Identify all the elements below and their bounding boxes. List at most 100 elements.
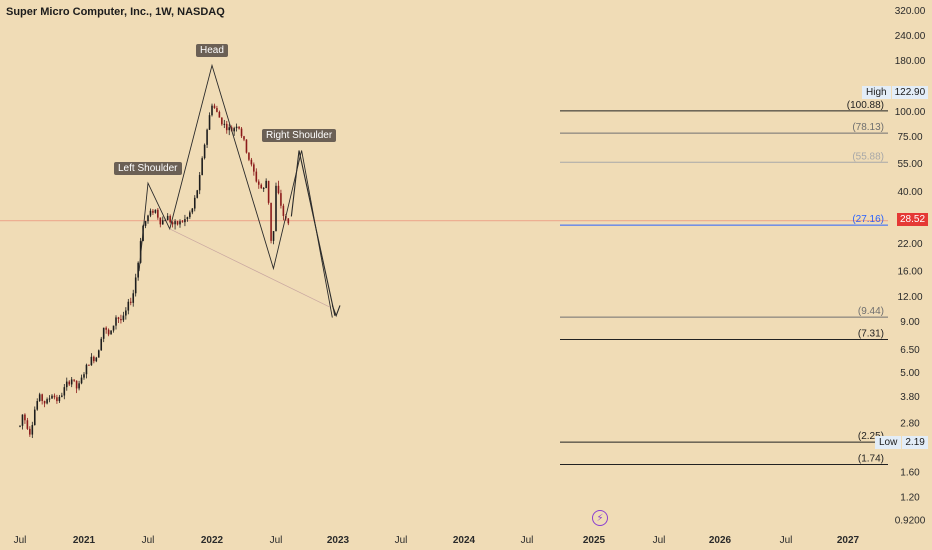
price-axis[interactable]: 320.00 240.00 180.00 100.00 75.00 55.00 40.00 2…: [895, 6, 926, 527]
candle-body: [38, 394, 41, 402]
y-tick-label-5: 55.00: [897, 159, 922, 170]
pattern-label-1[interactable]: Head: [196, 44, 228, 58]
candle-body: [275, 185, 277, 232]
level-label-7: (1.74): [858, 453, 884, 464]
candle-body: [164, 220, 167, 222]
x-tick-label-5: 2023: [327, 535, 350, 546]
candle-body: [80, 377, 83, 384]
level-label-2: (55.88): [852, 151, 884, 162]
candle-body: [110, 330, 112, 335]
candle-body: [132, 293, 135, 303]
candle-body: [26, 420, 29, 429]
candle-body: [218, 111, 221, 118]
candle-body: [260, 184, 263, 189]
candle-body: [240, 128, 243, 137]
candle-body: [255, 171, 258, 182]
candle-body: [159, 217, 162, 225]
candle-body: [68, 381, 71, 385]
candle-body: [24, 414, 26, 421]
candle-body: [112, 325, 115, 331]
lightning-icon[interactable]: ⚡: [592, 510, 608, 526]
candle-body: [253, 164, 255, 172]
x-tick-label-0: Jul: [14, 535, 27, 546]
x-tick-label-13: 2027: [837, 535, 860, 546]
candle-body: [154, 209, 157, 213]
candle-body: [238, 126, 240, 129]
y-tick-label-11: 6.50: [900, 345, 920, 356]
head-and-shoulders-pattern: [138, 63, 341, 318]
candle-body: [129, 301, 132, 303]
level-label-3: (27.16): [852, 214, 884, 225]
x-tick-label-12: Jul: [780, 535, 793, 546]
candle-body: [184, 219, 186, 223]
high-marker: High 122.90: [862, 85, 929, 99]
candle-body: [235, 126, 238, 129]
candle-body: [174, 221, 176, 225]
y-tick-label-10: 9.00: [900, 317, 920, 328]
x-tick-label-1: 2021: [73, 535, 96, 546]
y-tick-label-14: 2.80: [900, 419, 920, 430]
candle-body: [171, 222, 174, 225]
candle-body: [93, 356, 95, 362]
candle-body: [53, 395, 56, 398]
level-label-5: (7.31): [858, 328, 884, 339]
chart-title: Super Micro Computer, Inc., 1W, NASDAQ: [6, 6, 225, 18]
candle-body: [97, 350, 100, 358]
low-marker-label: Low: [875, 436, 902, 450]
candle-body: [191, 208, 194, 213]
candle-body: [250, 159, 253, 165]
candle-body: [125, 310, 127, 316]
pattern-label-0[interactable]: Left Shoulder: [114, 162, 182, 176]
candle-body: [201, 158, 203, 176]
candle-body: [221, 117, 223, 125]
candle-body: [51, 395, 53, 399]
candle-body: [196, 190, 199, 198]
pattern-outline[interactable]: [138, 63, 333, 318]
y-tick-label-0: 320.00: [895, 6, 926, 17]
candle-body: [267, 180, 270, 203]
candle-body: [83, 374, 85, 378]
candle-body: [36, 401, 39, 410]
candle-body: [56, 397, 58, 402]
last-price-badge: 28.52: [897, 212, 929, 226]
x-tick-label-2: Jul: [142, 535, 155, 546]
candle-body: [181, 221, 184, 223]
candle-body: [122, 315, 125, 321]
neckline[interactable]: [169, 228, 330, 308]
y-tick-label-2: 180.00: [895, 56, 926, 67]
candle-body: [186, 217, 189, 220]
candle-body: [31, 425, 34, 435]
y-tick-label-17: 0.9200: [895, 515, 926, 526]
candle-body: [243, 136, 245, 140]
y-tick-label-1: 240.00: [895, 31, 926, 42]
candle-body: [225, 123, 228, 131]
candle-body: [43, 400, 46, 404]
candle-body: [33, 409, 36, 426]
x-tick-label-11: 2026: [709, 535, 732, 546]
candle-body: [117, 317, 120, 319]
projection-path[interactable]: [290, 150, 336, 316]
candle-body: [100, 338, 103, 351]
candlestick-series: [19, 103, 290, 439]
candle-body: [270, 202, 272, 241]
candle-body: [58, 396, 61, 402]
high-marker-label: High: [862, 85, 891, 99]
candle-body: [203, 144, 206, 159]
y-tick-label-7: 22.00: [897, 239, 922, 250]
high-marker-value: 122.90: [891, 85, 929, 99]
pattern-label-2[interactable]: Right Shoulder: [262, 129, 337, 143]
candle-body: [208, 115, 211, 130]
candle-body: [102, 327, 105, 339]
candle-body: [144, 221, 147, 226]
candle-body: [233, 128, 235, 132]
candle-body: [277, 185, 280, 194]
level-label-4: (9.44): [858, 306, 884, 317]
time-axis[interactable]: Jul 2021 Jul 2022 Jul 2023 Jul 2024 Jul 2025 Jul 20…: [14, 535, 860, 546]
candle-body: [169, 215, 171, 223]
candle-body: [48, 398, 51, 400]
candle-body: [272, 231, 275, 241]
candle-body: [206, 129, 208, 145]
x-tick-label-4: Jul: [270, 535, 283, 546]
candle-body: [85, 364, 88, 375]
